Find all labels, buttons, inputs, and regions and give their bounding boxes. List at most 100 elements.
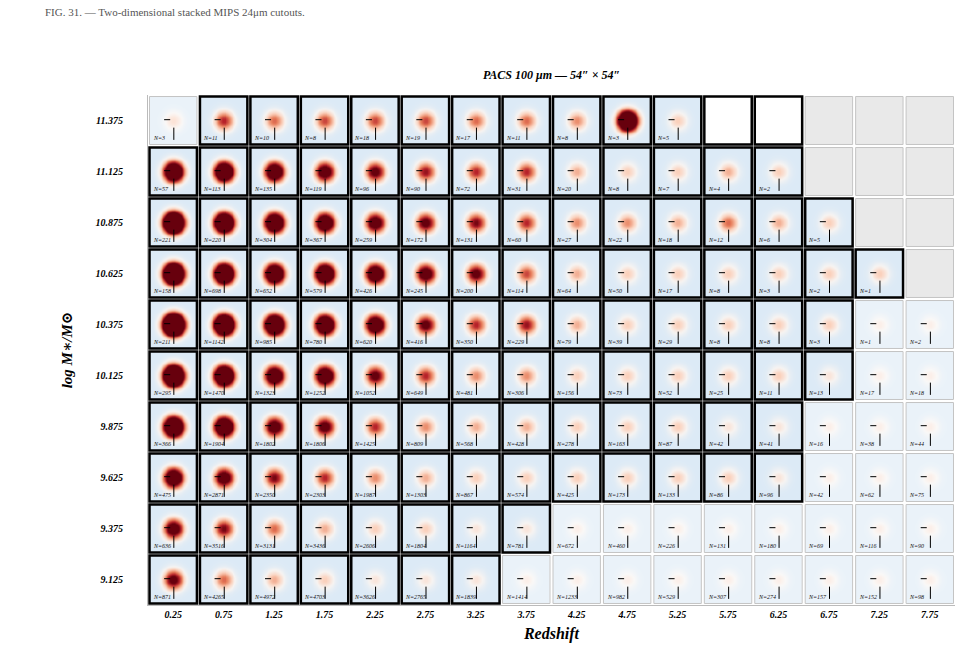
svg-text:N=428: N=428 <box>506 441 524 447</box>
svg-text:N=350: N=350 <box>455 339 473 345</box>
svg-text:N=3: N=3 <box>153 135 165 141</box>
svg-text:N=259: N=259 <box>354 237 372 243</box>
svg-text:N=3131: N=3131 <box>254 543 275 549</box>
svg-text:N=220: N=220 <box>203 237 221 243</box>
svg-text:N=157: N=157 <box>808 594 827 600</box>
svg-text:N=135: N=135 <box>254 186 272 192</box>
svg-text:N=304: N=304 <box>254 237 272 243</box>
svg-text:N=649: N=649 <box>405 390 423 396</box>
svg-text:N=119: N=119 <box>304 186 322 192</box>
svg-text:11.375: 11.375 <box>96 115 123 126</box>
svg-text:9.375: 9.375 <box>101 523 124 534</box>
svg-text:N=8: N=8 <box>556 135 568 141</box>
svg-text:N=3436: N=3436 <box>304 543 325 549</box>
svg-text:N=6: N=6 <box>758 237 770 243</box>
svg-text:N=20: N=20 <box>556 186 571 192</box>
svg-text:9.125: 9.125 <box>101 574 124 585</box>
svg-text:log M∗/M⊙: log M∗/M⊙ <box>59 312 75 389</box>
svg-text:5.25: 5.25 <box>669 609 687 620</box>
svg-text:N=636: N=636 <box>153 543 171 549</box>
svg-text:N=52: N=52 <box>657 390 672 396</box>
svg-text:10.875: 10.875 <box>96 217 124 228</box>
svg-text:N=180: N=180 <box>758 543 776 549</box>
svg-text:N=426: N=426 <box>354 288 372 294</box>
svg-text:N=3626: N=3626 <box>354 594 375 600</box>
svg-text:N=27: N=27 <box>556 237 572 243</box>
svg-text:PACS 100 μm — 54″ × 54″: PACS 100 μm — 54″ × 54″ <box>483 68 620 82</box>
svg-text:N=3: N=3 <box>808 339 820 345</box>
svg-text:N=2871: N=2871 <box>203 492 224 498</box>
svg-text:N=22: N=22 <box>607 237 622 243</box>
svg-text:N=1052: N=1052 <box>354 390 375 396</box>
svg-text:N=226: N=226 <box>657 543 675 549</box>
svg-text:N=8: N=8 <box>708 339 720 345</box>
svg-text:7.25: 7.25 <box>871 609 889 620</box>
svg-text:N=1904: N=1904 <box>203 441 224 447</box>
svg-text:N=982: N=982 <box>607 594 625 600</box>
svg-text:7.75: 7.75 <box>921 609 939 620</box>
svg-text:N=8: N=8 <box>304 135 316 141</box>
svg-text:N=7: N=7 <box>657 186 670 192</box>
svg-text:1.75: 1.75 <box>316 609 334 620</box>
svg-text:0.25: 0.25 <box>164 609 182 620</box>
svg-text:N=163: N=163 <box>607 441 625 447</box>
svg-text:N=2303: N=2303 <box>304 492 325 498</box>
svg-text:1.25: 1.25 <box>265 609 283 620</box>
svg-text:N=1804: N=1804 <box>405 543 426 549</box>
svg-text:N=29: N=29 <box>657 339 672 345</box>
svg-text:N=871: N=871 <box>153 594 171 600</box>
svg-text:N=698: N=698 <box>203 288 221 294</box>
svg-text:N=72: N=72 <box>455 186 470 192</box>
svg-text:N=781: N=781 <box>506 543 524 549</box>
svg-text:4.25: 4.25 <box>567 609 586 620</box>
svg-text:10.125: 10.125 <box>96 370 124 381</box>
svg-text:N=3516: N=3516 <box>203 543 224 549</box>
svg-text:N=460: N=460 <box>607 543 625 549</box>
svg-text:N=62: N=62 <box>859 492 874 498</box>
svg-text:N=86: N=86 <box>708 492 723 498</box>
svg-text:0.75: 0.75 <box>215 609 233 620</box>
svg-text:2.75: 2.75 <box>416 609 435 620</box>
svg-text:N=69: N=69 <box>808 543 823 549</box>
svg-text:N=133: N=133 <box>657 492 675 498</box>
svg-text:5.75: 5.75 <box>719 609 737 620</box>
svg-text:N=425: N=425 <box>556 492 574 498</box>
svg-text:N=1414: N=1414 <box>506 594 527 600</box>
svg-text:N=42: N=42 <box>808 492 823 498</box>
svg-text:N=529: N=529 <box>657 594 675 600</box>
svg-text:N=1142: N=1142 <box>203 339 224 345</box>
svg-text:9.875: 9.875 <box>101 421 124 432</box>
svg-text:N=1470: N=1470 <box>203 390 224 396</box>
svg-text:N=2765: N=2765 <box>405 594 426 600</box>
svg-text:4.75: 4.75 <box>617 609 636 620</box>
svg-text:N=173: N=173 <box>607 492 625 498</box>
svg-text:N=18: N=18 <box>657 237 672 243</box>
svg-text:3.25: 3.25 <box>466 609 485 620</box>
svg-text:N=1164: N=1164 <box>455 543 476 549</box>
svg-text:N=306: N=306 <box>506 390 524 396</box>
svg-text:N=579: N=579 <box>304 288 322 294</box>
svg-text:N=42: N=42 <box>708 441 723 447</box>
svg-text:N=50: N=50 <box>607 288 622 294</box>
svg-text:N=5: N=5 <box>808 237 820 243</box>
svg-text:N=11: N=11 <box>506 135 521 141</box>
svg-text:N=11: N=11 <box>758 390 773 396</box>
svg-text:11.125: 11.125 <box>96 166 123 177</box>
svg-text:N=481: N=481 <box>455 390 473 396</box>
svg-text:N=17: N=17 <box>657 288 673 294</box>
svg-text:N=367: N=367 <box>304 237 323 243</box>
svg-text:N=809: N=809 <box>405 441 423 447</box>
svg-text:N=366: N=366 <box>153 441 171 447</box>
svg-text:N=73: N=73 <box>607 390 622 396</box>
svg-text:FIG. 31. — Two-dimensional sta: FIG. 31. — Two-dimensional stacked MIPS … <box>45 6 305 18</box>
svg-text:N=574: N=574 <box>506 492 524 498</box>
svg-text:10.375: 10.375 <box>96 319 124 330</box>
svg-text:N=211: N=211 <box>153 339 171 345</box>
svg-text:N=4703: N=4703 <box>304 594 325 600</box>
svg-text:N=57: N=57 <box>153 186 169 192</box>
svg-text:N=156: N=156 <box>556 390 574 396</box>
svg-text:N=19: N=19 <box>405 135 420 141</box>
svg-text:Redshift: Redshift <box>523 625 580 643</box>
svg-text:N=172: N=172 <box>405 237 423 243</box>
svg-text:N=780: N=780 <box>304 339 322 345</box>
